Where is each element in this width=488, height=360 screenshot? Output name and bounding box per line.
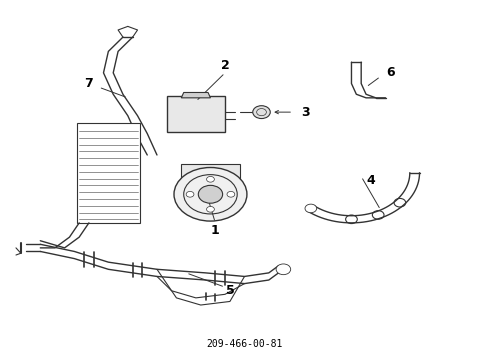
Text: 2: 2	[220, 59, 229, 72]
Circle shape	[252, 106, 270, 118]
Polygon shape	[181, 93, 210, 98]
Circle shape	[206, 206, 214, 212]
Text: 209-466-00-81: 209-466-00-81	[206, 339, 282, 349]
Text: 1: 1	[210, 224, 219, 237]
Circle shape	[198, 185, 222, 203]
Text: 5: 5	[225, 284, 234, 297]
Circle shape	[305, 204, 316, 213]
Text: 3: 3	[300, 105, 309, 119]
FancyBboxPatch shape	[166, 96, 224, 132]
Circle shape	[276, 264, 290, 275]
Circle shape	[206, 176, 214, 182]
Circle shape	[186, 192, 194, 197]
Circle shape	[226, 192, 234, 197]
Text: 7: 7	[84, 77, 93, 90]
Circle shape	[174, 167, 246, 221]
Text: 6: 6	[385, 66, 394, 79]
Text: 4: 4	[366, 174, 374, 186]
FancyBboxPatch shape	[77, 123, 140, 223]
FancyBboxPatch shape	[181, 164, 239, 185]
